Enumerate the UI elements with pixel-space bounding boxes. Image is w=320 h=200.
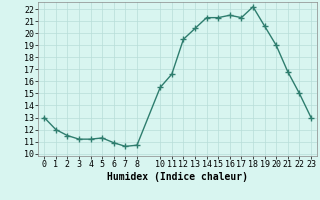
X-axis label: Humidex (Indice chaleur): Humidex (Indice chaleur) xyxy=(107,172,248,182)
